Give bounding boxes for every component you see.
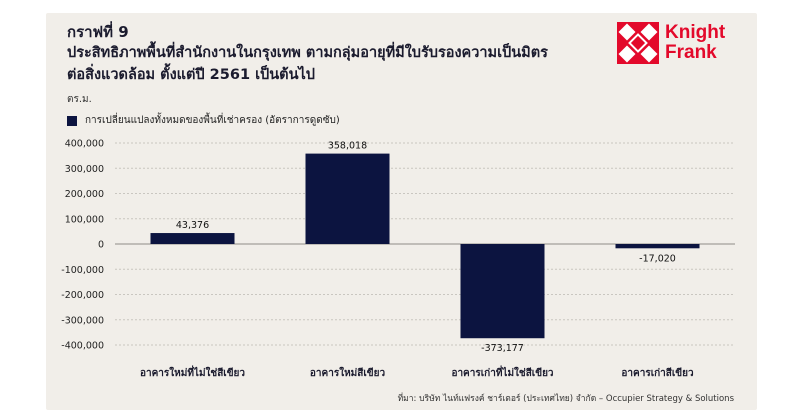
chart-heading: กราฟที่ 9 ประสิทธิภาพพื้นที่สำนักงานในกร… [67,22,548,86]
category-label: อาคารเก่าที่ไม่ใช่สีเขียว [451,365,553,379]
category-label-layer: อาคารใหม่ที่ไม่ใช่สีเขียว อาคารใหม่สีเขีย… [140,365,694,379]
data-label: 43,376 [176,220,209,231]
knight-frank-logo: Knight Frank [617,22,725,64]
chart-panel [46,13,757,410]
grid-layer [115,142,735,346]
bar [150,233,235,244]
logo-mark-icon [617,22,659,64]
category-label: อาคารเก่าสีเขียว [621,367,694,379]
y-tick-label: 300,000 [65,164,104,175]
legend-label: การเปลี่ยนแปลงทั้งหมดของพื้นที่เช่าครอง … [85,115,340,126]
bar [305,153,390,244]
bar [460,244,545,339]
source-note: ที่มา: บริษัท ไนท์แฟรงค์ ชาร์เตอร์ (ประเ… [397,394,734,404]
y-tick-label: -200,000 [61,290,104,301]
y-tick-label: -100,000 [61,265,104,276]
category-label: อาคารใหม่ที่ไม่ใช่สีเขียว [140,365,245,379]
legend-swatch [67,115,77,126]
chart-title-line-1: ประสิทธิภาพพื้นที่สำนักงานในกรุงเทพ ตามก… [67,45,548,61]
data-label: -373,177 [481,343,524,354]
bar-layer [150,153,700,339]
y-tick-layer: 400,000 300,000 200,000 100,000 0 -100,000 -20… [61,139,104,352]
y-tick-label: 200,000 [65,189,104,200]
logo-text: Knight Frank [665,23,725,63]
data-label-layer: 43,376 358,018 -373,177 -17,020 [176,141,676,355]
y-tick-label: 100,000 [65,214,104,225]
logo-line-2: Frank [665,42,717,63]
logo-line-1: Knight [665,22,726,43]
y-tick-label: 0 [98,240,104,251]
data-label: 358,018 [328,141,367,152]
y-tick-label: -400,000 [61,341,104,352]
data-label: -17,020 [639,253,676,264]
bar [615,244,700,249]
legend: การเปลี่ยนแปลงทั้งหมดของพื้นที่เช่าครอง … [67,113,340,128]
y-tick-label: -300,000 [61,315,104,326]
figure-label: กราฟที่ 9 [67,23,129,41]
y-tick-label: 400,000 [65,139,104,150]
category-label: อาคารใหม่สีเขียว [310,366,386,379]
unit-label: ตร.ม. [67,94,92,105]
chart-title-line-2: ต่อสิ่งแวดล้อม ตั้งแต่ปี 2561 เป็นต้นไป [67,67,315,83]
